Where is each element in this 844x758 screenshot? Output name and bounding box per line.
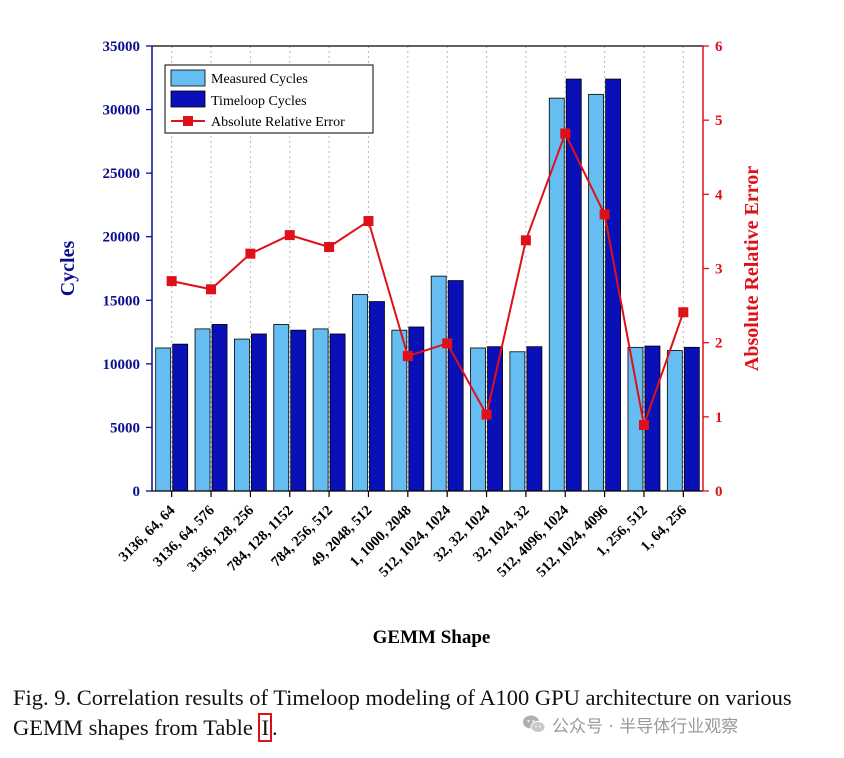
error-point bbox=[284, 230, 295, 241]
bar-timeloop-cycles bbox=[683, 346, 700, 492]
error-point bbox=[363, 216, 374, 227]
error-point bbox=[324, 241, 335, 252]
y2-tick-label: 0 bbox=[715, 484, 723, 500]
y-tick-label: 25000 bbox=[103, 166, 141, 182]
bar-measured-cycles bbox=[155, 347, 172, 492]
bar-measured-cycles bbox=[312, 328, 329, 492]
legend-swatch-timeloop bbox=[170, 90, 206, 108]
y2-tick-label: 4 bbox=[715, 187, 723, 203]
error-line bbox=[171, 130, 685, 429]
error-point bbox=[402, 351, 413, 362]
bar-timeloop-cycles bbox=[290, 329, 307, 492]
y2-tick-label: 1 bbox=[715, 410, 723, 426]
table-reference-link[interactable]: I bbox=[258, 713, 272, 742]
bar-measured-cycles bbox=[627, 346, 644, 492]
watermark: 公众号 · 半导体行业观察 bbox=[522, 711, 738, 737]
bar-timeloop-cycles bbox=[447, 280, 464, 492]
error-point bbox=[560, 128, 571, 139]
error-point bbox=[678, 307, 689, 318]
error-point bbox=[206, 284, 217, 295]
chart: 0 5000 10000 15000 20000 25000 30000 35000 0 1 2 3 4… bbox=[57, 39, 763, 648]
error-point bbox=[245, 248, 256, 259]
y-tick-label: 15000 bbox=[103, 293, 141, 309]
y-axis-title: Cycles bbox=[57, 241, 79, 297]
bar-measured-cycles bbox=[509, 351, 526, 492]
error-point bbox=[481, 409, 492, 420]
bar-measured-cycles bbox=[233, 338, 250, 492]
bar-timeloop-cycles bbox=[329, 333, 346, 492]
error-point bbox=[166, 276, 177, 287]
chart-grid bbox=[171, 46, 684, 491]
x-axis-title: GEMM Shape bbox=[373, 627, 491, 648]
caption-text: Fig. 9. Correlation results of Timeloop … bbox=[13, 685, 792, 740]
bar-measured-cycles bbox=[588, 93, 605, 492]
y2-tick-label: 6 bbox=[715, 39, 723, 55]
y-tick-label: 10000 bbox=[103, 357, 141, 373]
y2-tick-label: 5 bbox=[715, 113, 723, 129]
error-line-group bbox=[166, 128, 689, 430]
bar-measured-cycles bbox=[666, 350, 683, 492]
legend-swatch-error-marker bbox=[183, 116, 193, 126]
bar-timeloop-cycles bbox=[250, 333, 267, 492]
legend-label-error: Absolute Relative Error bbox=[211, 115, 345, 130]
bar-timeloop-cycles bbox=[172, 343, 189, 492]
legend-label-timeloop: Timeloop Cycles bbox=[211, 94, 307, 109]
legend-swatch-measured bbox=[170, 69, 206, 87]
watermark-text: 公众号 · 半导体行业观察 bbox=[552, 716, 739, 737]
y-tick-label: 0 bbox=[133, 484, 141, 500]
y2-tick-label: 2 bbox=[715, 336, 723, 352]
wechat-icon bbox=[523, 715, 546, 733]
error-point bbox=[599, 209, 610, 220]
caption-end: . bbox=[271, 715, 278, 740]
bar-timeloop-cycles bbox=[526, 346, 543, 492]
error-point bbox=[520, 235, 531, 246]
bar-timeloop-cycles bbox=[211, 324, 228, 492]
bar-measured-cycles bbox=[194, 328, 211, 492]
y-tick-label: 35000 bbox=[103, 39, 141, 55]
bar-timeloop-cycles bbox=[369, 301, 385, 492]
y2-tick-label: 3 bbox=[715, 262, 723, 278]
bar-measured-cycles bbox=[430, 275, 447, 492]
y2-axis-title: Absolute Relative Error bbox=[741, 166, 763, 371]
error-point bbox=[638, 419, 649, 430]
legend-label-measured: Measured Cycles bbox=[211, 72, 308, 87]
chart-bars bbox=[155, 78, 700, 492]
error-point bbox=[442, 338, 453, 349]
y-tick-label: 20000 bbox=[103, 230, 141, 246]
y-tick-label: 5000 bbox=[110, 420, 140, 436]
bar-measured-cycles bbox=[352, 294, 368, 492]
chart-legend: Measured Cycles Timeloop Cycles Absolute R… bbox=[164, 64, 374, 134]
figure-caption: Fig. 9. Correlation results of Timeloop … bbox=[13, 683, 813, 743]
y-tick-label: 30000 bbox=[103, 103, 141, 119]
bar-measured-cycles bbox=[273, 324, 290, 492]
